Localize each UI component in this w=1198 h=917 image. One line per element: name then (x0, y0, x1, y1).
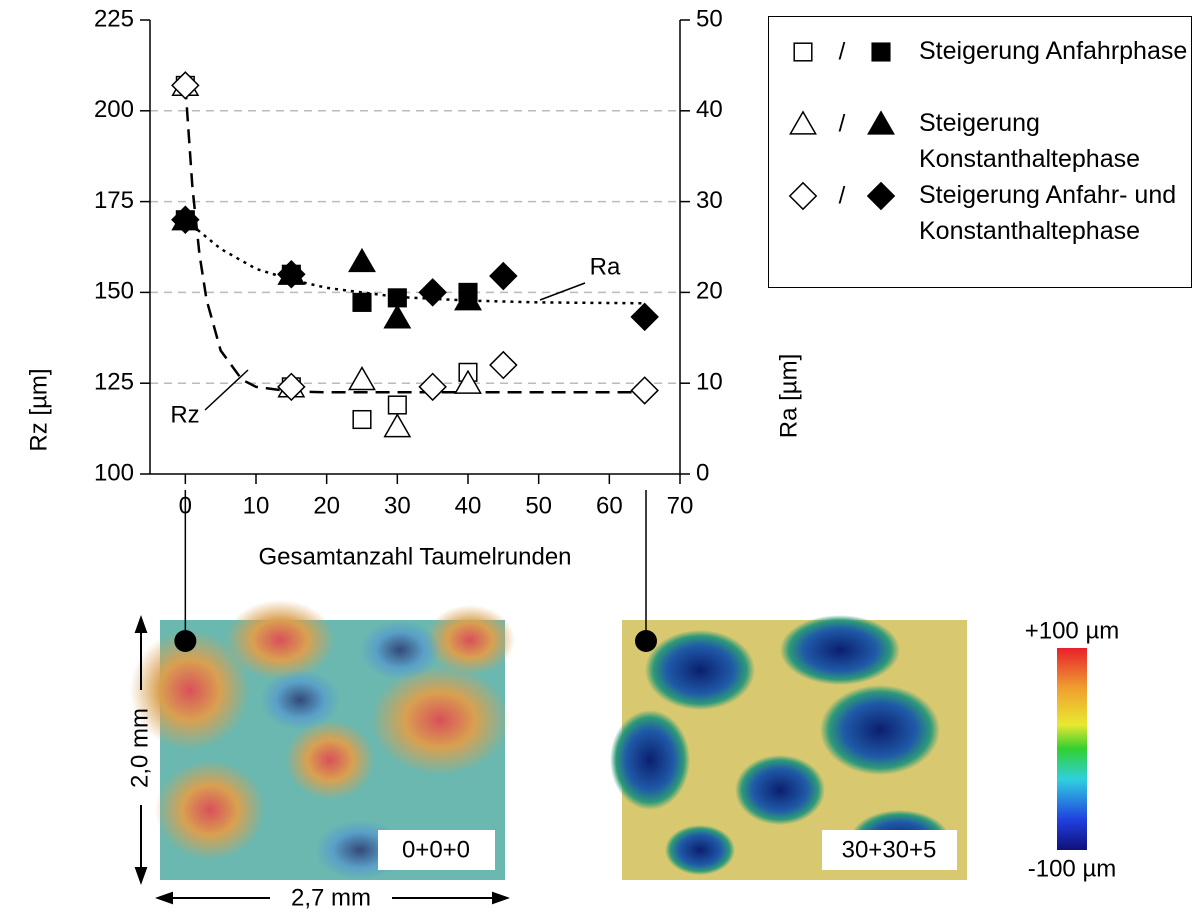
x-axis-title: Gesamtanzahl Taumelrunden (258, 543, 571, 570)
legend-label: Steigerung Anfahr- und Konstanthaltephas… (919, 177, 1191, 249)
legend-marker (794, 43, 812, 61)
y-axis-title: Rz [µm] (25, 368, 52, 451)
colorbar-label: +100 µm (1025, 617, 1120, 644)
x-tick-label: 40 (455, 492, 482, 519)
legend-label: Steigerung Anfahrphase (919, 33, 1191, 69)
y2-axis-title: Ra [µm] (775, 354, 802, 439)
marker (349, 367, 374, 389)
legend: / Steigerung Anfahrphase / Steigerung Konst… (768, 16, 1192, 288)
marker (389, 396, 407, 414)
legend-marker (790, 112, 815, 134)
annotation: Ra (590, 253, 621, 280)
x-tick-label: 10 (243, 492, 270, 519)
legend-marker (790, 183, 816, 209)
legend-marker (868, 183, 894, 209)
marker (631, 304, 657, 330)
fit-line (185, 85, 644, 392)
legend-separator: / (839, 182, 846, 209)
marker (385, 415, 410, 437)
image-label: 30+30+5 (842, 836, 937, 863)
marker (353, 294, 371, 312)
y-tick-label: 125 (94, 369, 134, 396)
page: Rz [µm] Ra [µm] Gesamtanzahl Taumelrunde… (0, 0, 1198, 917)
legend-symbol: / (787, 107, 917, 141)
connector-dot (635, 630, 657, 652)
x-tick-label: 30 (384, 492, 411, 519)
x-tick-label: 70 (667, 492, 694, 519)
marker (419, 279, 445, 305)
y2-tick-label: 30 (696, 187, 723, 214)
y2-tick-label: 0 (696, 459, 709, 486)
marker (389, 289, 407, 307)
marker (631, 377, 657, 403)
legend-label: Steigerung Konstanthaltephase (919, 105, 1191, 177)
x-tick-label: 60 (596, 492, 623, 519)
legend-symbol: / (787, 35, 917, 69)
colorbar-label: -100 µm (1028, 855, 1117, 882)
legend-symbol: / (787, 179, 917, 213)
marker (385, 306, 410, 328)
marker (490, 352, 516, 378)
connector-dot (174, 630, 196, 652)
image-label: 0+0+0 (402, 836, 470, 863)
annotation-leader (205, 370, 248, 410)
legend-separator: / (839, 38, 846, 65)
y2-tick-label: 20 (696, 278, 723, 305)
y-tick-label: 100 (94, 459, 134, 486)
annotation: Rz (170, 401, 199, 428)
x-tick-label: 20 (313, 492, 340, 519)
marker (349, 249, 374, 271)
marker (490, 263, 516, 289)
x-tick-label: 50 (525, 492, 552, 519)
marker (419, 374, 445, 400)
legend-marker (872, 43, 890, 61)
legend-separator: / (839, 110, 846, 137)
y2-tick-label: 40 (696, 96, 723, 123)
y2-tick-label: 10 (696, 369, 723, 396)
y-tick-label: 175 (94, 187, 134, 214)
y-tick-label: 150 (94, 278, 134, 305)
height-label: 2,0 mm (126, 708, 153, 788)
width-label: 2,7 mm (291, 884, 371, 911)
surface-image-right: 30+30+5 (610, 615, 967, 880)
y-tick-label: 225 (94, 5, 134, 32)
y2-tick-label: 50 (696, 5, 723, 32)
annotation-leader (540, 283, 585, 300)
y-tick-label: 200 (94, 96, 134, 123)
fit-line (185, 220, 644, 304)
colorbar (1057, 648, 1087, 850)
marker (353, 411, 371, 429)
legend-marker (868, 112, 893, 134)
